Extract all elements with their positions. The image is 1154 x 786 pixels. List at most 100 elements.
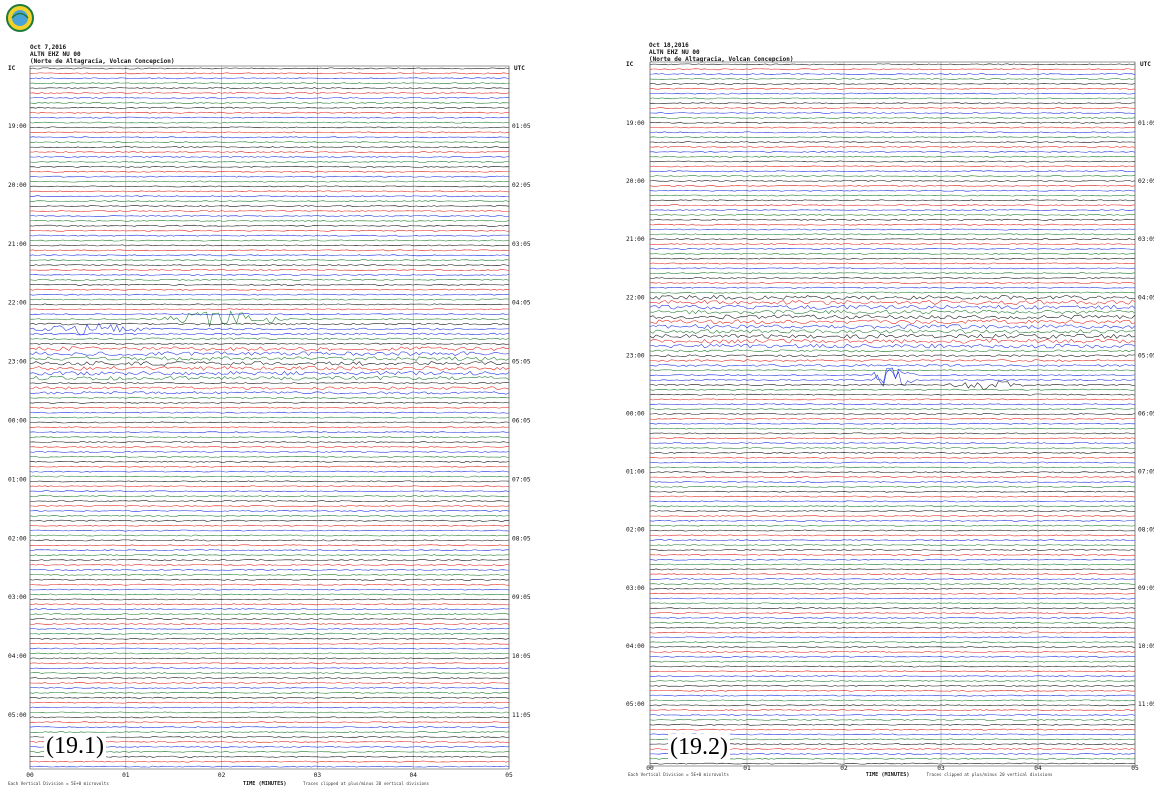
right-hour-tick-label: 07:05 (512, 476, 531, 483)
footer-note: Traces clipped at plus/minus 20 vertical… (303, 781, 430, 786)
seismic-trace (29, 332, 510, 336)
seismic-trace (649, 233, 1136, 236)
seismic-trace (29, 510, 510, 512)
seismic-trace (649, 675, 1136, 678)
seismic-trace (649, 485, 1136, 488)
left-hour-tick-label: 19:00 (8, 123, 27, 130)
seismic-trace (649, 257, 1135, 260)
right-hour-tick-label: 11:05 (1138, 701, 1154, 708)
left-hour-tick-label: 01:00 (626, 469, 645, 476)
seismic-trace (29, 102, 510, 104)
right-hour-tick-label: 04:05 (512, 300, 531, 307)
seismic-trace (649, 398, 1136, 401)
seismic-trace (29, 416, 510, 419)
seismic-trace (29, 283, 510, 286)
seismic-trace (649, 660, 1136, 663)
seismic-trace (649, 199, 1136, 202)
seismic-trace (29, 628, 510, 630)
seismic-trace (29, 116, 510, 119)
seismic-trace (649, 519, 1135, 522)
seismic-trace (29, 731, 510, 733)
seismic-trace (30, 313, 510, 316)
x-tick-label: 00 (26, 772, 34, 779)
seismic-trace (29, 495, 510, 498)
seismic-trace (649, 403, 1136, 406)
seismic-trace (29, 746, 510, 748)
seismic-trace (29, 346, 510, 351)
right-axis-label: UTC (1140, 61, 1151, 68)
seismic-trace (29, 750, 509, 753)
seismic-trace (649, 529, 1136, 532)
seismic-trace (649, 286, 1136, 289)
seismic-trace (29, 716, 510, 719)
seismic-trace (649, 500, 1136, 503)
seismic-trace (649, 524, 1136, 527)
seismic-trace (649, 578, 1136, 580)
right-hour-tick-label: 04:05 (1138, 294, 1154, 301)
seismic-trace (649, 364, 1136, 367)
seismic-trace (29, 308, 509, 311)
seismic-trace (29, 303, 510, 306)
seismic-trace (649, 369, 1136, 372)
seismic-trace (29, 539, 510, 542)
seismic-trace (29, 652, 510, 655)
seismic-trace (649, 631, 1135, 634)
ineter-logo-icon (6, 4, 34, 32)
seismic-trace (649, 107, 1136, 109)
seismic-trace (649, 338, 1136, 344)
left-hour-tick-label: 04:00 (8, 653, 27, 660)
seismic-trace (29, 475, 510, 478)
seismic-trace (29, 662, 509, 665)
seismic-trace (649, 456, 1136, 459)
station-line: ALTN EHZ NU 00 (30, 51, 81, 58)
seismic-trace (649, 612, 1136, 614)
seismic-trace (29, 234, 510, 237)
seismic-trace (29, 382, 510, 384)
seismic-trace (30, 544, 510, 547)
seismic-trace (29, 736, 510, 738)
left-hour-tick-label: 01:00 (8, 476, 27, 483)
seismic-trace (649, 238, 1136, 241)
seismic-trace (29, 431, 510, 434)
seismic-trace (29, 87, 510, 89)
seismic-trace (649, 733, 1136, 736)
seismic-trace (30, 310, 510, 327)
seismic-trace (649, 272, 1136, 275)
seismic-trace (649, 680, 1136, 682)
seismic-trace (649, 709, 1136, 712)
seismic-trace (649, 160, 1136, 163)
seismic-trace (29, 205, 510, 207)
seismic-trace (29, 632, 510, 635)
seismic-trace (649, 388, 1136, 391)
seismic-trace (649, 73, 1136, 75)
right-hour-tick-label: 01:05 (512, 123, 531, 130)
seismic-trace (649, 194, 1136, 197)
seismic-trace (29, 126, 510, 129)
seismic-trace (29, 92, 510, 94)
seismic-trace (29, 264, 510, 266)
seismic-trace (649, 602, 1136, 605)
seismic-trace (649, 621, 1136, 624)
seismic-trace (649, 699, 1136, 702)
seismic-trace (649, 214, 1136, 216)
seismic-trace (649, 510, 1136, 512)
seismic-trace (29, 726, 510, 729)
seismic-trace (649, 437, 1136, 440)
left-hour-tick-label: 03:00 (8, 594, 27, 601)
seismic-trace (649, 481, 1136, 483)
seismic-trace (650, 651, 1136, 653)
seismic-trace (649, 343, 1136, 349)
seismic-trace (29, 706, 510, 709)
seismic-trace (649, 655, 1136, 658)
seismic-trace (649, 309, 1136, 315)
seismic-trace (650, 447, 1136, 449)
seismic-trace (29, 366, 510, 371)
seismic-trace (29, 682, 510, 684)
seismic-trace (649, 592, 1136, 595)
seismic-trace (649, 87, 1136, 90)
seismic-trace (29, 136, 510, 139)
x-axis-title: TIME (MINUTES) (866, 772, 910, 778)
left-hour-tick-label: 03:00 (626, 585, 645, 592)
seismic-trace (29, 175, 510, 178)
seismic-trace (649, 277, 1136, 279)
